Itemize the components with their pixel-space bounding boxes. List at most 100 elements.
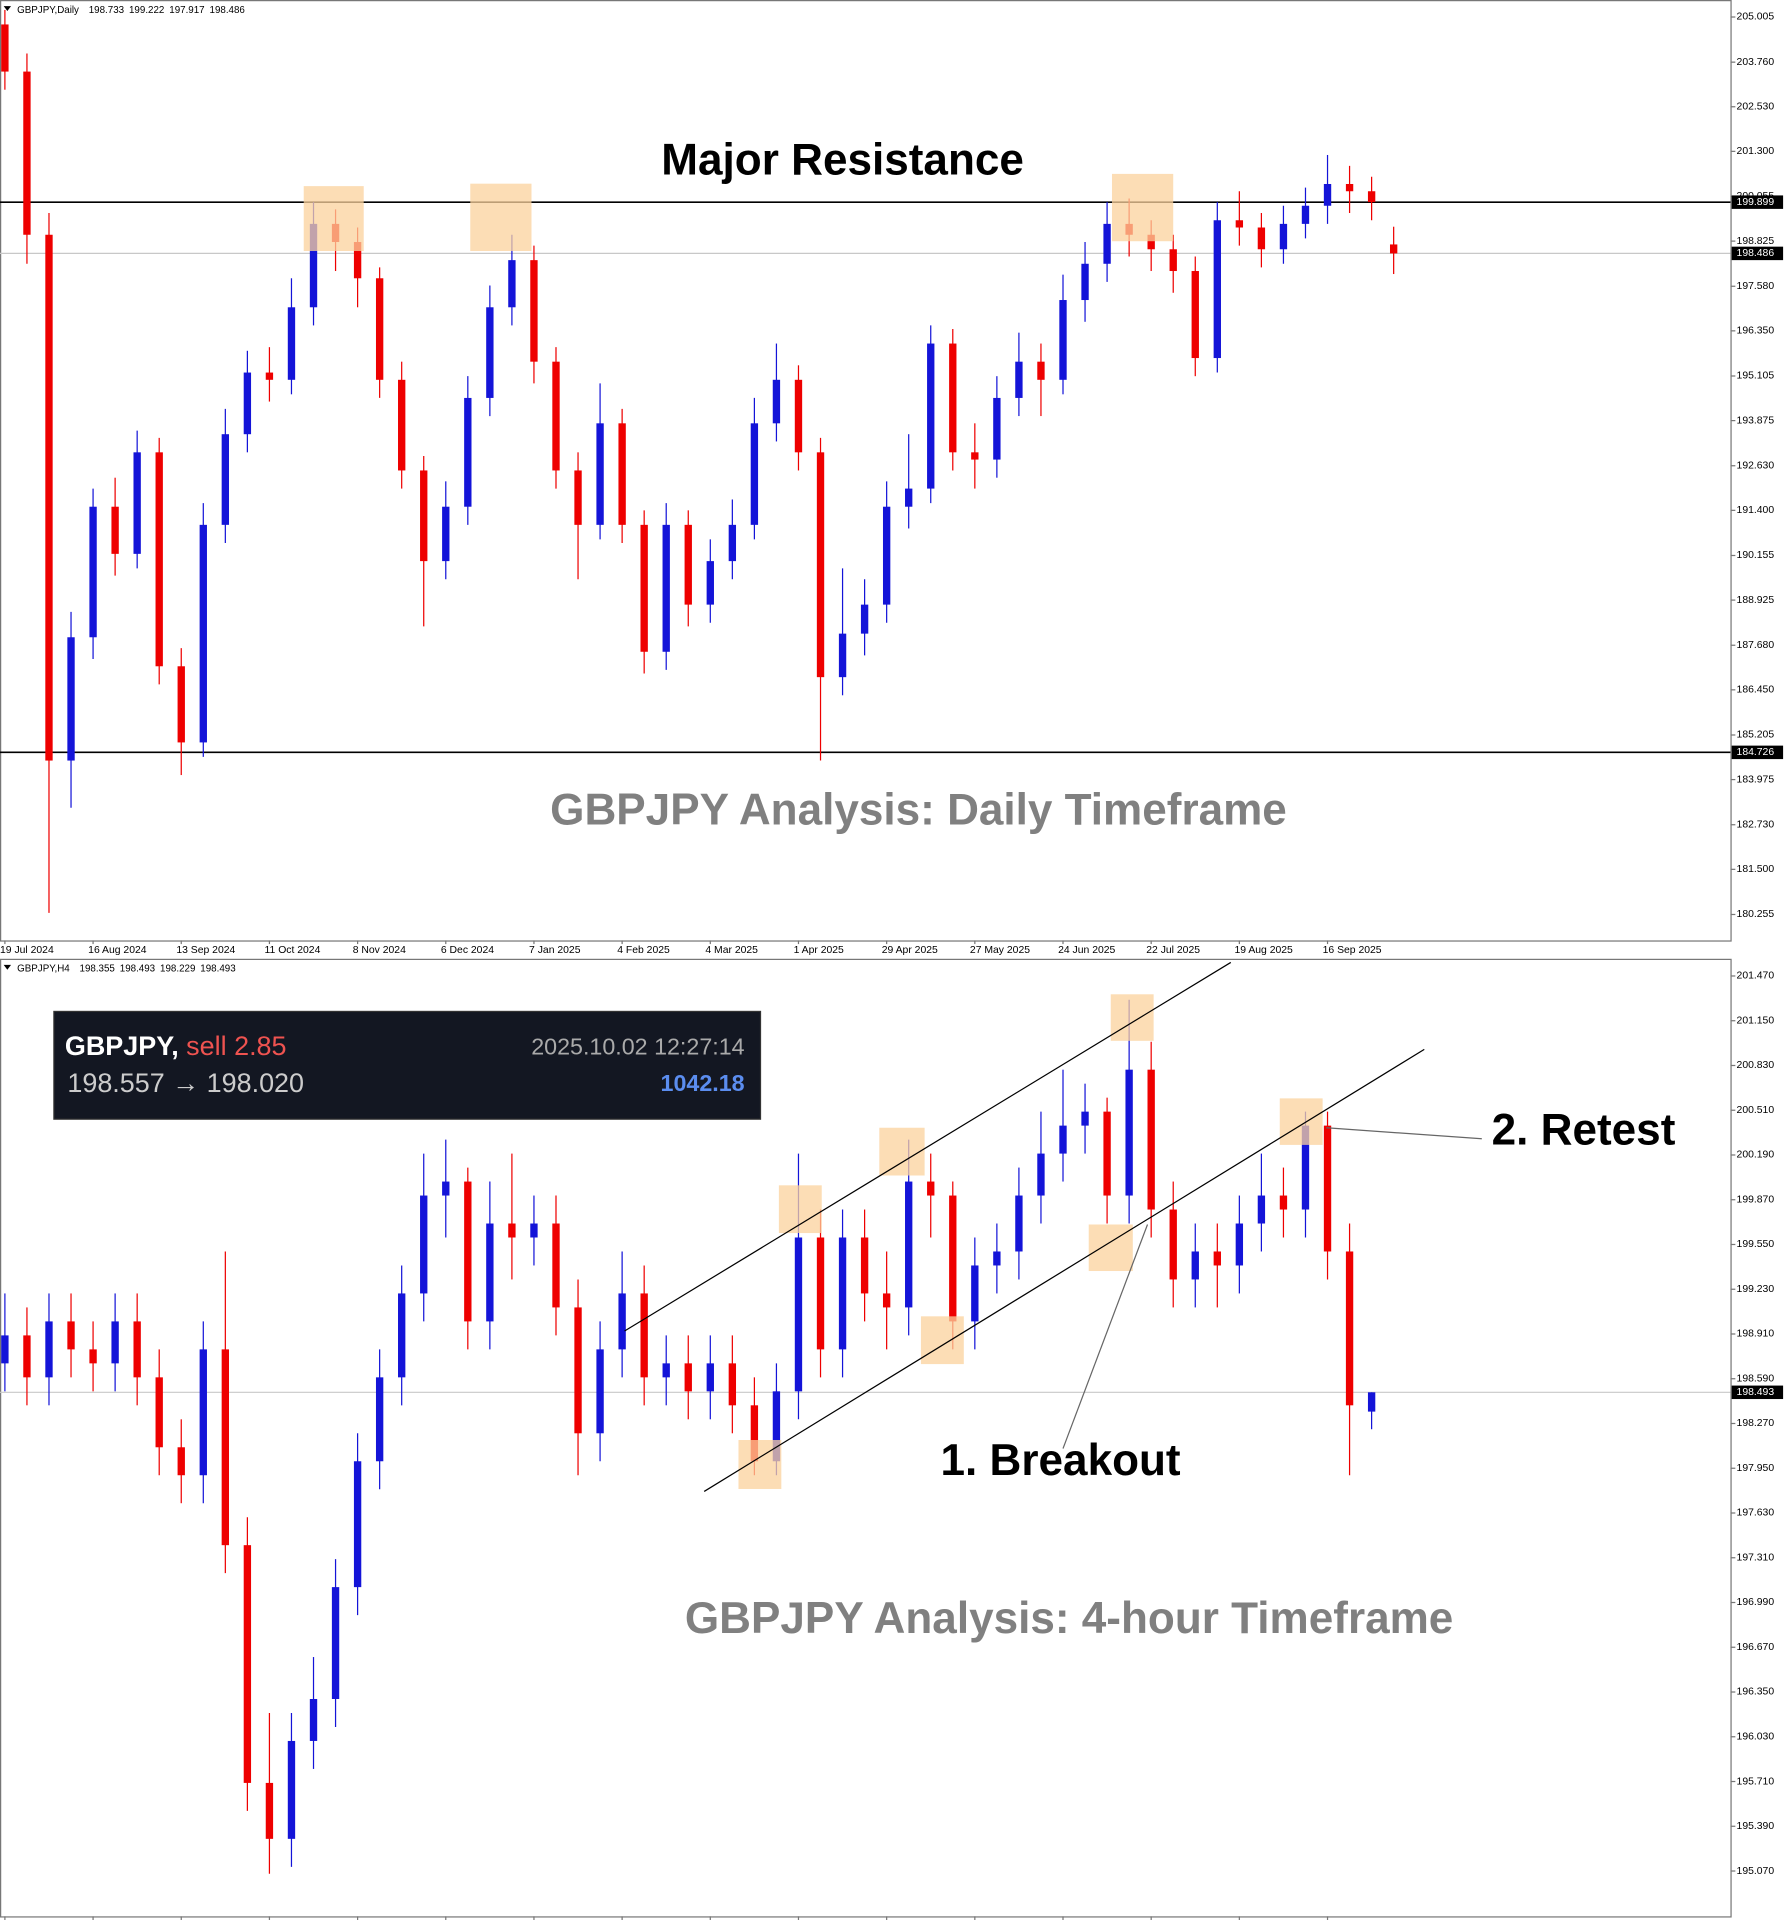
ohlc-value: 198.493 bbox=[120, 963, 156, 974]
symbol: GBPJPY,H4 bbox=[17, 963, 70, 974]
highlight-box bbox=[879, 1127, 925, 1176]
x-tick-label: 11 Oct 2024 bbox=[265, 945, 321, 956]
x-tick-label: 22 Jul 2025 bbox=[1146, 945, 1200, 956]
y-tick-label: 199.870 bbox=[1737, 1194, 1775, 1205]
y-tick-label: 196.670 bbox=[1737, 1642, 1775, 1653]
candle-body bbox=[927, 1181, 935, 1196]
y-tick-label: 201.470 bbox=[1737, 971, 1775, 982]
annotation: GBPJPY Analysis: Daily Timeframe bbox=[550, 786, 1287, 835]
candle-body bbox=[750, 1405, 759, 1462]
candle-body bbox=[772, 379, 781, 424]
candle-body bbox=[1103, 223, 1111, 264]
candle-body bbox=[309, 1699, 318, 1741]
x-tick-label: 19 Aug 2025 bbox=[1234, 945, 1293, 956]
chart-header: GBPJPY,H4 198.355 198.493 198.229 198.493 bbox=[17, 963, 236, 974]
y-tick-label: 188.925 bbox=[1737, 595, 1775, 606]
y-tick-label: 198.270 bbox=[1737, 1418, 1775, 1429]
y-tick-label: 202.530 bbox=[1737, 102, 1775, 113]
ohlc-value: 197.917 bbox=[169, 4, 204, 15]
candle-body bbox=[816, 1237, 825, 1350]
trade-profit: 1042.18 bbox=[661, 1070, 745, 1096]
y-tick-label: 197.580 bbox=[1737, 281, 1775, 292]
candle-body bbox=[993, 397, 1001, 460]
candle-body bbox=[728, 524, 737, 562]
candle-body bbox=[949, 343, 957, 453]
candle-body bbox=[287, 307, 296, 380]
candle-body bbox=[1081, 263, 1089, 301]
y-tick-label: 192.630 bbox=[1737, 460, 1775, 471]
price-label-bg bbox=[1731, 1385, 1784, 1400]
candle-body bbox=[155, 1377, 163, 1448]
ohlc-value: 198.733 bbox=[89, 4, 125, 15]
y-tick-label: 196.030 bbox=[1737, 1732, 1775, 1743]
candle-body bbox=[67, 637, 75, 761]
candle-body bbox=[1191, 271, 1199, 359]
price-label: 198.486 bbox=[1737, 248, 1775, 259]
candle-body bbox=[794, 1237, 803, 1392]
candle-body bbox=[530, 1223, 538, 1238]
channel-lower bbox=[703, 1048, 1425, 1492]
close-price: 198.020 bbox=[207, 1068, 304, 1098]
candle-body bbox=[971, 1265, 979, 1322]
ohlc-value: 199.222 bbox=[129, 4, 164, 15]
y-tick-label: 196.990 bbox=[1737, 1597, 1775, 1608]
candle-body bbox=[353, 242, 362, 279]
candle-body bbox=[221, 1349, 230, 1546]
y-tick-label: 195.390 bbox=[1737, 1821, 1775, 1832]
trade-panel bbox=[53, 1010, 762, 1120]
candle-body bbox=[530, 260, 538, 362]
candle-body bbox=[574, 1307, 582, 1434]
candle-body bbox=[375, 278, 384, 380]
candle-body bbox=[1037, 1153, 1045, 1196]
candle-body bbox=[684, 1363, 692, 1392]
candle-body bbox=[905, 1181, 913, 1308]
y-tick-label: 198.910 bbox=[1737, 1329, 1775, 1340]
candle-body bbox=[1015, 361, 1023, 398]
candle-body bbox=[1081, 1111, 1089, 1126]
candle-body bbox=[838, 1237, 847, 1350]
highlight-box bbox=[470, 183, 532, 252]
candle-body bbox=[1235, 220, 1244, 228]
candle-body bbox=[816, 452, 825, 678]
candle-body bbox=[706, 561, 714, 605]
candle-body bbox=[882, 506, 891, 605]
candle-body bbox=[1345, 183, 1354, 192]
symbol: GBPJPY,Daily bbox=[17, 4, 79, 15]
candle-body bbox=[1367, 1392, 1376, 1412]
y-tick-label: 196.350 bbox=[1737, 1687, 1775, 1698]
candle-body bbox=[133, 452, 141, 554]
x-tick-label: 24 Jun 2025 bbox=[1058, 945, 1115, 956]
candle-body bbox=[640, 524, 648, 652]
y-tick-label: 186.450 bbox=[1737, 685, 1775, 696]
candle-body bbox=[199, 524, 207, 743]
candle-body bbox=[243, 1545, 252, 1783]
y-tick-label: 197.950 bbox=[1737, 1463, 1775, 1474]
candle-body bbox=[1059, 300, 1067, 380]
x-tick-label: 4 Feb 2025 bbox=[617, 945, 670, 956]
candle-body bbox=[1301, 1125, 1310, 1210]
candle-body bbox=[1, 24, 9, 72]
x-tick-label: 7 Jan 2025 bbox=[529, 945, 581, 956]
candle-body bbox=[464, 397, 472, 507]
candle-body bbox=[23, 1335, 31, 1378]
candle-body bbox=[309, 223, 318, 308]
candle-body bbox=[618, 1293, 626, 1350]
y-tick-label: 182.730 bbox=[1737, 819, 1775, 830]
candle-body bbox=[89, 506, 97, 638]
candle-body bbox=[1213, 220, 1221, 359]
y-tick-label: 180.255 bbox=[1737, 909, 1775, 920]
trade-prices: 198.557 → 198.020 bbox=[67, 1068, 304, 1098]
candle-body bbox=[287, 1740, 296, 1839]
candle-body bbox=[618, 423, 626, 525]
candle-body bbox=[177, 1447, 185, 1476]
candle-body bbox=[552, 361, 560, 471]
highlight-box bbox=[920, 1316, 964, 1365]
candle-body bbox=[1, 1335, 9, 1364]
candle-body bbox=[640, 1293, 648, 1378]
ohlc-value: 198.355 bbox=[80, 963, 116, 974]
y-tick-label: 195.710 bbox=[1737, 1776, 1775, 1787]
candle-body bbox=[552, 1223, 560, 1308]
y-tick-label: 200.510 bbox=[1737, 1105, 1775, 1116]
x-tick-label: 29 Apr 2025 bbox=[882, 945, 938, 956]
candle-body bbox=[486, 307, 494, 398]
